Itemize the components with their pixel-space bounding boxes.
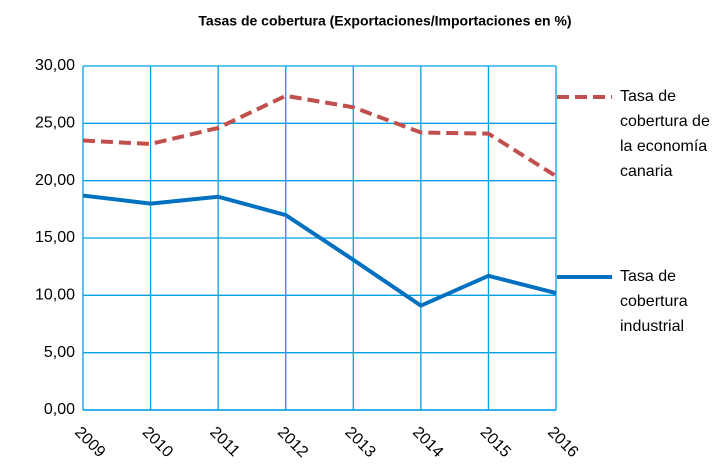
x-tick-label: 2015	[477, 424, 514, 461]
series-line	[82, 93, 558, 178]
chart-title: Tasas de cobertura (Exportaciones/Import…	[198, 13, 571, 29]
x-tick-label: 2013	[341, 424, 378, 461]
legend-label: Tasa de cobertura industrial	[620, 268, 688, 335]
x-tick-label: 2012	[274, 424, 311, 461]
y-tick-label: 0,00	[44, 401, 75, 418]
y-tick-label: 30,00	[35, 57, 75, 74]
series-line	[82, 193, 557, 308]
x-tick-label: 2011	[206, 424, 242, 460]
x-tick-label: 2016	[544, 424, 581, 461]
x-tick-label: 2014	[409, 424, 446, 461]
y-tick-label: 10,00	[35, 287, 75, 304]
x-tick-label: 2010	[139, 424, 176, 461]
legend-label: Tasa de cobertura de la economía canaria	[620, 88, 710, 180]
y-tick-label: 5,00	[44, 344, 75, 361]
y-tick-label: 25,00	[35, 115, 75, 132]
y-tick-label: 20,00	[35, 172, 75, 189]
x-tick-label: 2009	[71, 424, 108, 461]
y-tick-label: 15,00	[35, 229, 75, 246]
